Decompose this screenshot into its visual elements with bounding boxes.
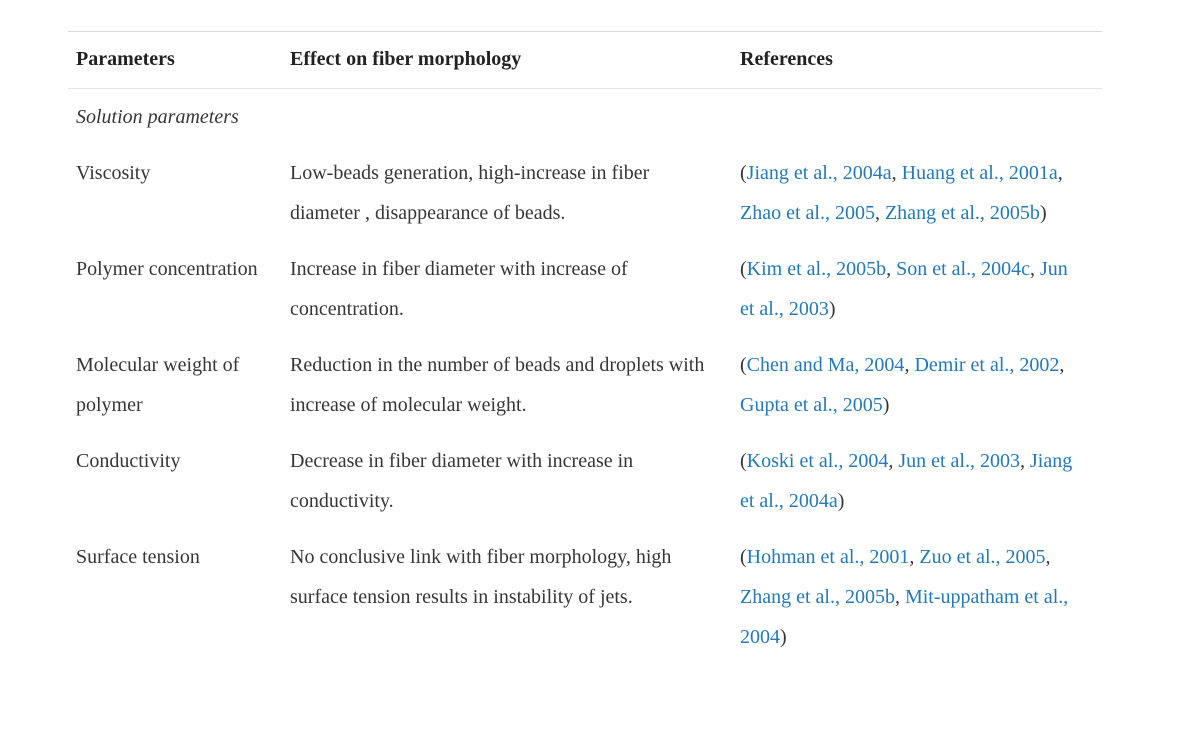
parameter-cell: Conductivity xyxy=(76,450,181,472)
citation-link[interactable]: Jiang et al., 2004a xyxy=(746,162,892,184)
citation-separator: , xyxy=(904,354,915,376)
paren-open: ( xyxy=(740,354,747,376)
citation-separator: , xyxy=(1059,354,1065,376)
paren-open: ( xyxy=(740,162,747,184)
paren-close: ) xyxy=(1039,202,1047,224)
effect-cell: Decrease in fiber diameter with increase… xyxy=(290,450,634,512)
document-page: Parameters Effect on fiber morphology Re… xyxy=(68,31,1102,665)
citation-separator: , xyxy=(886,258,897,280)
citation-separator: , xyxy=(1057,162,1063,184)
parameter-cell: Polymer concentration xyxy=(76,258,258,280)
references-cell: (Jiang et al., 2004a, Huang et al., 2001… xyxy=(732,145,1102,241)
paren-open: ( xyxy=(740,258,747,280)
column-header-effect: Effect on fiber morphology xyxy=(282,31,732,89)
citation-link[interactable]: Jun et al., 2003 xyxy=(898,450,1020,472)
citation-link[interactable]: Koski et al., 2004 xyxy=(746,450,889,472)
column-header-references: References xyxy=(732,31,1102,89)
table-row-molecular-weight: Molecular weight of polymer Reduction in… xyxy=(68,337,1102,433)
references-cell: (Koski et al., 2004, Jun et al., 2003, J… xyxy=(732,433,1102,529)
references-cell: (Kim et al., 2005b, Son et al., 2004c, J… xyxy=(732,241,1102,337)
citation-link[interactable]: Huang et al., 2001a xyxy=(901,162,1058,184)
table-header-row: Parameters Effect on fiber morphology Re… xyxy=(68,31,1102,89)
effect-cell: Low-beads generation, high-increase in f… xyxy=(290,162,650,224)
parameter-cell: Surface tension xyxy=(76,546,200,568)
parameter-cell: Molecular weight of polymer xyxy=(76,354,240,416)
citation-separator: , xyxy=(1019,450,1030,472)
citation-link[interactable]: Zuo et al., 2005 xyxy=(919,546,1046,568)
citation-link[interactable]: Mit-uppatham et al., 2004 xyxy=(740,586,1069,648)
paren-close: ) xyxy=(882,394,890,416)
column-header-parameters: Parameters xyxy=(68,31,282,89)
references-cell: (Chen and Ma, 2004, Demir et al., 2002, … xyxy=(732,337,1102,433)
section-label: Solution parameters xyxy=(76,106,239,128)
citation-separator: , xyxy=(1029,258,1040,280)
citation-link[interactable]: Zhao et al., 2005 xyxy=(740,202,875,224)
citation-link[interactable]: Kim et al., 2005b xyxy=(746,258,887,280)
references-cell: (Hohman et al., 2001, Zuo et al., 2005, … xyxy=(732,529,1102,665)
citation-link[interactable]: Zhang et al., 2005b xyxy=(740,586,895,608)
parameter-cell: Viscosity xyxy=(76,162,151,184)
citation-separator: , xyxy=(888,450,899,472)
citation-separator: , xyxy=(1045,546,1051,568)
paren-open: ( xyxy=(740,546,747,568)
effect-cell: Increase in fiber diameter with increase… xyxy=(290,258,628,320)
paren-close: ) xyxy=(837,490,845,512)
citation-link[interactable]: Gupta et al., 2005 xyxy=(740,394,883,416)
citation-link[interactable]: Hohman et al., 2001 xyxy=(746,546,910,568)
citation-link[interactable]: Jiang et al., 2004a xyxy=(740,450,1073,512)
table-row-polymer-concentration: Polymer concentration Increase in fiber … xyxy=(68,241,1102,337)
section-cell: Solution parameters xyxy=(68,89,1102,146)
table-row-surface-tension: Surface tension No conclusive link with … xyxy=(68,529,1102,665)
paren-open: ( xyxy=(740,450,747,472)
citation-link[interactable]: Demir et al., 2002 xyxy=(914,354,1060,376)
effect-cell: Reduction in the number of beads and dro… xyxy=(290,354,705,416)
table-row-viscosity: Viscosity Low-beads generation, high-inc… xyxy=(68,145,1102,241)
citation-link[interactable]: Jun et al., 2003 xyxy=(740,258,1068,320)
table-row-conductivity: Conductivity Decrease in fiber diameter … xyxy=(68,433,1102,529)
citation-link[interactable]: Chen and Ma, 2004 xyxy=(746,354,905,376)
citation-separator: , xyxy=(874,202,885,224)
effect-cell: No conclusive link with fiber morphology… xyxy=(290,546,672,608)
parameters-table: Parameters Effect on fiber morphology Re… xyxy=(68,31,1102,665)
citation-link[interactable]: Son et al., 2004c xyxy=(896,258,1030,280)
paren-close: ) xyxy=(780,626,787,648)
citation-link[interactable]: Zhang et al., 2005b xyxy=(884,202,1040,224)
citation-separator: , xyxy=(909,546,920,568)
paren-close: ) xyxy=(828,298,836,320)
citation-separator: , xyxy=(891,162,902,184)
section-row: Solution parameters xyxy=(68,89,1102,146)
citation-separator: , xyxy=(894,586,905,608)
